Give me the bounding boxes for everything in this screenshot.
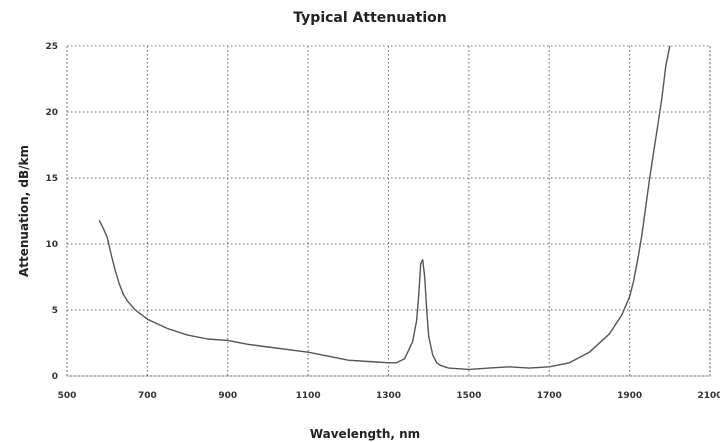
x-tick-label: 1700 [537, 391, 562, 401]
y-tick-label: 20 [45, 108, 58, 118]
chart-title: Typical Attenuation [293, 10, 446, 26]
x-tick-label: 2100 [697, 391, 720, 401]
x-tick-label: 1500 [456, 391, 481, 401]
y-tick-label: 0 [52, 372, 58, 382]
series-layer [98, 45, 671, 371]
x-axis-label: Wavelength, nm [310, 427, 420, 441]
x-tick-label: 1900 [617, 391, 642, 401]
y-axis-ticks: 0 5 10 15 20 25 [45, 42, 58, 382]
y-tick-label: 25 [45, 42, 58, 52]
y-axis-label: Attenuation, dB/km [17, 145, 31, 277]
x-tick-label: 500 [58, 391, 77, 401]
grid-lines [66, 45, 711, 377]
plot-area [66, 45, 711, 377]
x-tick-label: 1300 [376, 391, 401, 401]
x-tick-label: 700 [138, 391, 157, 401]
y-tick-label: 15 [45, 174, 58, 184]
y-tick-label: 5 [52, 306, 58, 316]
x-axis-ticks: 500 700 900 1100 1300 1500 1700 1900 2100 [58, 391, 720, 401]
x-tick-label: 1100 [296, 391, 321, 401]
x-tick-label: 900 [218, 391, 237, 401]
y-tick-label: 10 [45, 240, 58, 250]
attenuation-series-line [98, 45, 671, 371]
